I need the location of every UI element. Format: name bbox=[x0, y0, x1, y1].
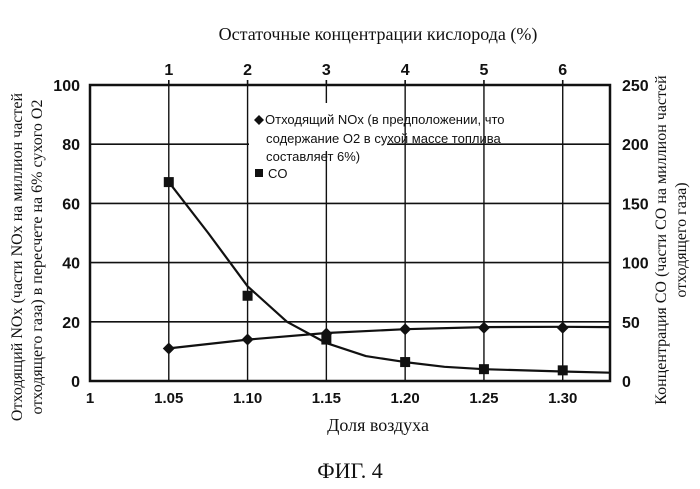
legend-co-label: CO bbox=[268, 166, 288, 181]
y-left-tick-label: 20 bbox=[62, 315, 80, 332]
x-tick-label: 1.25 bbox=[469, 390, 498, 407]
co-point bbox=[479, 364, 489, 374]
co-point bbox=[321, 335, 331, 345]
x-tick-label: 1.30 bbox=[548, 390, 577, 407]
co-point bbox=[164, 177, 174, 187]
nox-point bbox=[242, 334, 254, 346]
right-axis-label: Концентрация CO (части CO на миллион час… bbox=[653, 75, 690, 405]
co-point bbox=[400, 357, 410, 367]
y-right-tick-label: 200 bbox=[622, 137, 649, 154]
x-tick-label: 1.10 bbox=[233, 390, 262, 407]
nox-point bbox=[478, 322, 490, 334]
legend: Отходящий NOx (в предположении, что соде… bbox=[249, 103, 505, 181]
x-axis-label: Доля воздуха bbox=[327, 415, 429, 435]
top-tick-label: 3 bbox=[322, 62, 331, 79]
right-axis-label-line1: Концентрация CO (части CO на миллион час… bbox=[653, 75, 670, 405]
y-left-tick-label: 80 bbox=[62, 137, 80, 154]
legend-nox-line2: содержание O2 в сухой массе топлива bbox=[266, 131, 501, 146]
nox-line bbox=[169, 327, 610, 349]
top-tick-label: 6 bbox=[558, 62, 567, 79]
x-tick-label: 1.05 bbox=[154, 390, 183, 407]
figure-title: ФИГ. 4 bbox=[317, 458, 383, 483]
y-left-tick-label: 100 bbox=[53, 78, 80, 95]
y-right-tick-label: 100 bbox=[622, 256, 649, 273]
x-tick-label: 1.20 bbox=[391, 390, 420, 407]
nox-point bbox=[163, 342, 175, 354]
series bbox=[163, 177, 610, 375]
co-point bbox=[558, 365, 568, 375]
top-tick-label: 4 bbox=[401, 62, 410, 79]
y-left-tick-label: 0 bbox=[71, 374, 80, 391]
co-line bbox=[169, 182, 610, 373]
top-tick-label: 1 bbox=[164, 62, 173, 79]
top-axis-title: Остаточные концентрации кислорода (%) bbox=[219, 24, 538, 45]
y-right-tick-label: 250 bbox=[622, 78, 649, 95]
right-axis-label-line2: отходящего газа) bbox=[673, 182, 690, 297]
y-right-tick-label: 150 bbox=[622, 196, 649, 213]
co-point bbox=[243, 291, 253, 301]
left-axis-label: Отходящий NOx (части NOx на миллион част… bbox=[9, 93, 46, 422]
left-axis-label-line2: отходящего газа) в пересчете на 6% сухог… bbox=[29, 100, 46, 415]
x-tick-label: 1 bbox=[86, 390, 94, 407]
nox-point bbox=[557, 322, 569, 334]
nox-point bbox=[399, 323, 411, 335]
y-right-tick-label: 50 bbox=[622, 315, 640, 332]
legend-co-marker bbox=[255, 169, 263, 177]
legend-nox-line3: составляет 6%) bbox=[266, 149, 360, 164]
y-left-tick-label: 60 bbox=[62, 196, 80, 213]
legend-nox-line1: Отходящий NOx (в предположении, что bbox=[265, 112, 505, 127]
y-right-tick-label: 0 bbox=[622, 374, 631, 391]
top-tick-label: 5 bbox=[479, 62, 488, 79]
x-tick-label: 1.15 bbox=[312, 390, 341, 407]
top-tick-label: 2 bbox=[243, 62, 252, 79]
y-left-tick-label: 40 bbox=[62, 256, 80, 273]
left-axis-label-line1: Отходящий NOx (части NOx на миллион част… bbox=[9, 93, 26, 422]
